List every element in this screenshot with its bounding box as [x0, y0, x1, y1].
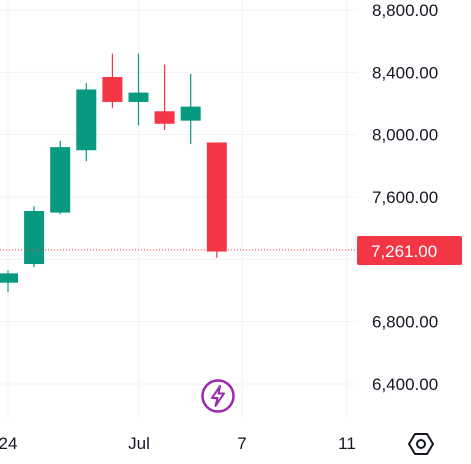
candle-body — [76, 89, 97, 151]
candle-body — [50, 147, 71, 213]
gear-icon — [408, 433, 434, 455]
candle — [0, 270, 18, 293]
candle-body — [128, 92, 149, 102]
lightning-icon — [201, 379, 235, 413]
candle — [102, 53, 123, 109]
candle — [50, 140, 71, 215]
candle-body — [154, 111, 175, 124]
candle-body — [102, 77, 123, 102]
candle — [180, 73, 201, 145]
y-tick-label: 8,000.00 — [372, 126, 438, 145]
y-tick-label: 8,400.00 — [372, 63, 438, 82]
y-axis[interactable]: 6,400.00 6,800.00 7,600.00 8,000.00 8,400.00… — [372, 1, 438, 394]
candles — [0, 53, 227, 293]
lightning-button[interactable] — [200, 378, 236, 414]
y-tick-label: 7,600.00 — [372, 188, 438, 207]
x-tick-label: 11 — [338, 434, 356, 453]
candle-body — [206, 142, 227, 252]
candle-body — [180, 106, 201, 121]
candle — [24, 206, 45, 268]
candle — [128, 53, 149, 126]
grid — [0, 0, 357, 418]
x-tick-label: 7 — [237, 434, 246, 453]
candle-body — [24, 211, 45, 265]
candle-body — [0, 273, 18, 283]
chart-settings-button[interactable] — [406, 429, 436, 459]
x-tick-label: Jul — [128, 434, 150, 453]
candle — [154, 64, 175, 130]
last-price-tag: 7,261.00 — [357, 236, 462, 265]
y-tick-label: 6,800.00 — [372, 313, 438, 332]
y-tick-label: 8,800.00 — [372, 1, 438, 20]
x-axis[interactable]: 24 Jul 7 11 — [0, 434, 356, 453]
candle — [206, 142, 227, 258]
x-tick-label: 24 — [0, 434, 17, 453]
candle — [76, 83, 97, 162]
last-price-label: 7,261.00 — [371, 242, 437, 261]
y-tick-label: 6,400.00 — [372, 375, 438, 394]
last-price-tag-bg — [357, 236, 462, 265]
